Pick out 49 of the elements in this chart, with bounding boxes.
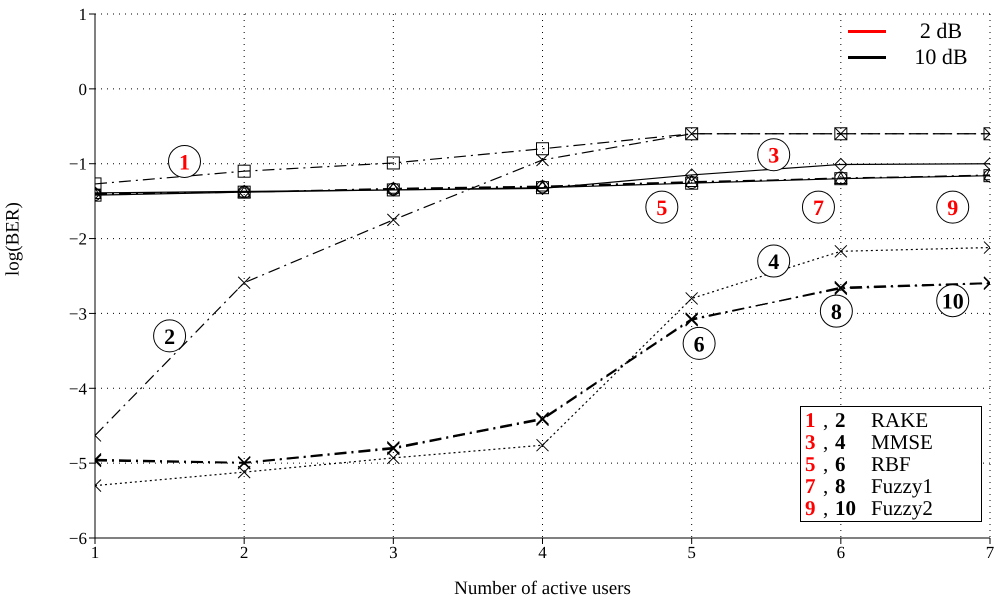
annotation: RAKE <box>871 408 928 432</box>
x-tick-label: 3 <box>389 543 398 562</box>
annotation: Fuzzy2 <box>871 496 933 520</box>
text: 8 <box>835 474 846 498</box>
y-tick-label: −3 <box>68 304 87 324</box>
text: 3 <box>805 430 816 454</box>
x-tick-label: 6 <box>836 543 846 562</box>
series-label: 10 <box>942 288 964 314</box>
annotation: MMSE <box>871 430 933 454</box>
x-tick-label: 4 <box>538 543 548 562</box>
text: 7 <box>805 474 816 498</box>
series-label: 5 <box>656 195 668 220</box>
y-tick-label: −4 <box>68 379 88 398</box>
series-label: 6 <box>694 331 705 356</box>
text: 5 <box>805 452 816 476</box>
annotation: RBF <box>871 452 911 476</box>
series-label: 8 <box>830 299 842 324</box>
x-tick-label: 1 <box>90 543 100 562</box>
y-tick-label: 1 <box>78 5 87 24</box>
text: , <box>823 430 828 454</box>
y-tick-label: −2 <box>68 230 87 249</box>
text: , <box>823 496 828 520</box>
text: , <box>823 474 828 498</box>
annotation: 10 dB <box>913 44 969 70</box>
annotation: 2 dB <box>918 18 964 44</box>
series-label: 2 <box>164 324 176 349</box>
annotation: , <box>823 408 830 432</box>
y-tick-label: 0 <box>78 80 87 99</box>
y-tick-label: −5 <box>68 454 87 474</box>
x-tick-label: 2 <box>240 543 248 562</box>
text: 9 <box>805 496 816 520</box>
series-label: 1 <box>179 149 190 174</box>
text: 10 <box>835 496 856 520</box>
x-axis-title: Number of active users <box>454 578 631 599</box>
x-tick-label: 5 <box>687 543 696 562</box>
series-label: 9 <box>947 195 958 220</box>
y-tick-label: −1 <box>68 154 87 174</box>
text: 4 <box>835 430 846 454</box>
text: , <box>823 452 828 476</box>
series-label: 3 <box>768 142 780 168</box>
y-axis-title: log(BER) <box>2 202 24 276</box>
text: 1 <box>805 408 816 432</box>
series-label: 4 <box>768 249 780 274</box>
x-tick-label: 7 <box>986 543 995 562</box>
text: 2 <box>835 408 846 432</box>
series-label: 7 <box>812 195 824 220</box>
annotation: Fuzzy1 <box>871 474 933 498</box>
text: 6 <box>835 452 846 476</box>
y-tick-label: −6 <box>68 529 87 548</box>
